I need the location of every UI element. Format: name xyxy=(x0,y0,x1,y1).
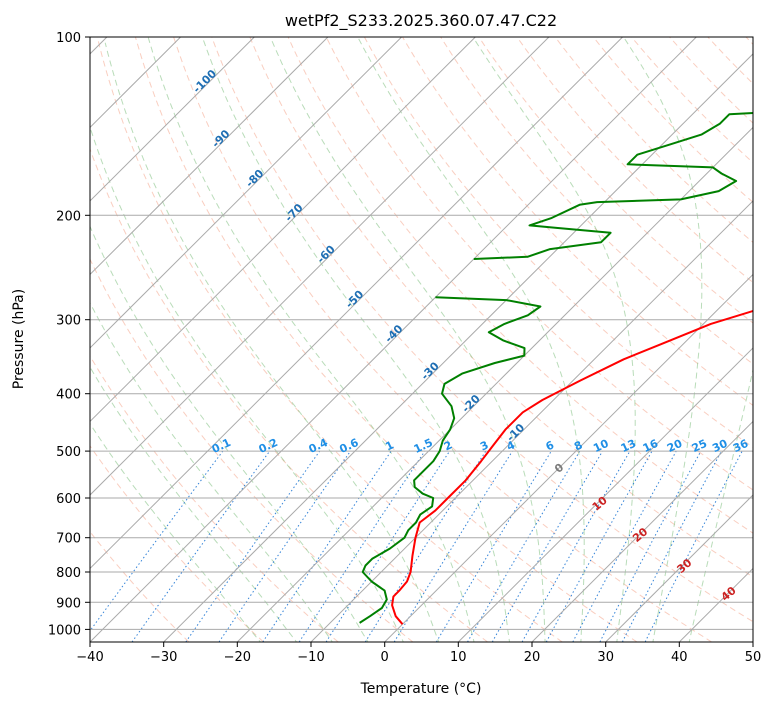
moist-adiabat xyxy=(90,301,333,642)
isotherm xyxy=(236,126,753,642)
profiles xyxy=(359,112,753,625)
isotherm xyxy=(90,37,476,423)
dry-adiabat xyxy=(631,37,753,164)
temperature-profile xyxy=(391,309,753,625)
x-tick-label: −30 xyxy=(150,650,177,665)
isotherm xyxy=(163,53,753,642)
mixing-ratio-line xyxy=(218,450,351,642)
dry-adiabat xyxy=(173,37,712,642)
dry-adiabat xyxy=(134,37,638,642)
dry-adiabat xyxy=(96,37,563,642)
mixing-ratio-label: 13 xyxy=(619,437,638,455)
mixing-ratio-label: 16 xyxy=(641,437,661,455)
grid xyxy=(90,37,753,642)
mixing-ratio-label: 36 xyxy=(731,437,751,455)
x-tick-label: 40 xyxy=(671,650,688,665)
axes: −40 −30 −20 −10 0 10 20 30 40 50 100 200 300 400 500 60… xyxy=(48,31,761,665)
isotherm xyxy=(310,200,753,642)
moist-adiabat xyxy=(270,37,546,642)
y-tick-label: 900 xyxy=(56,596,81,611)
dry-adiabat xyxy=(592,37,753,203)
mixing-ratio-line xyxy=(325,450,451,642)
mixing-ratio-line xyxy=(131,450,271,642)
mixing-ratio-line xyxy=(364,450,487,642)
isotherm xyxy=(90,37,329,276)
dry-adiabat xyxy=(211,37,753,623)
moist-adiabat xyxy=(147,37,475,642)
moist-adiabat xyxy=(90,125,404,642)
mixing-ratio-line xyxy=(572,450,677,642)
isotherm xyxy=(90,37,697,642)
y-tick-label: 400 xyxy=(56,388,81,403)
mixing-ratio-label: 25 xyxy=(690,437,709,455)
x-tick-label: 0 xyxy=(381,650,389,665)
chart-title: wetPf2_S233.2025.360.07.47.C22 xyxy=(285,11,557,31)
dry-adiabat xyxy=(516,37,753,284)
mixing-ratio-line xyxy=(435,450,552,642)
moist-adiabat xyxy=(472,37,636,642)
mixing-ratio-line xyxy=(393,450,513,642)
moist-adiabat xyxy=(202,37,511,642)
isotherm xyxy=(531,420,753,642)
x-tick-label: −10 xyxy=(297,650,324,665)
isotherm xyxy=(90,37,623,570)
moist-adiabat xyxy=(688,367,753,642)
x-tick-label: −20 xyxy=(224,650,251,665)
dry-adiabat xyxy=(90,258,414,642)
dry-adiabat xyxy=(325,37,753,491)
isotherm xyxy=(90,37,402,349)
mixing-ratio-label: 30 xyxy=(710,437,730,455)
dewpoint-profile xyxy=(359,296,542,624)
mixing-ratio-line xyxy=(491,450,603,642)
mixing-ratio-line xyxy=(467,450,581,642)
y-tick-label: 200 xyxy=(56,209,81,224)
y-tick-label: 500 xyxy=(56,445,81,460)
x-tick-label: 20 xyxy=(524,650,541,665)
x-tick-label: 10 xyxy=(450,650,467,665)
moist-adiabat xyxy=(357,37,585,642)
dry-adiabat xyxy=(478,37,753,324)
moist-adiabat xyxy=(90,422,262,642)
x-tick-label: 50 xyxy=(745,650,762,665)
mixing-ratio-label: 20 xyxy=(665,437,685,455)
plot-frame xyxy=(89,36,754,643)
mixing-ratio-line xyxy=(521,450,631,642)
dry-adiabat xyxy=(287,37,753,534)
dry-adiabat xyxy=(249,37,753,578)
y-tick-label: 100 xyxy=(56,31,81,46)
y-tick-label: 1000 xyxy=(48,623,81,638)
x-tick-label: −40 xyxy=(76,650,103,665)
x-tick-label: 30 xyxy=(597,650,614,665)
isotherm xyxy=(605,494,753,642)
moist-adiabat xyxy=(623,37,703,642)
moist-adiabat xyxy=(90,366,298,642)
mixing-ratio-line xyxy=(185,450,321,642)
y-tick-label: 700 xyxy=(56,532,81,547)
dry-adiabat xyxy=(402,37,753,406)
isotherm xyxy=(90,37,255,202)
y-tick-label: 800 xyxy=(56,566,81,581)
x-axis-label: Temperature (°C) xyxy=(360,681,482,697)
background-lines xyxy=(90,37,753,642)
y-axis-label: Pressure (hPa) xyxy=(11,289,27,389)
mixing-ratio-label: 10 xyxy=(591,437,611,455)
dry-adiabat xyxy=(90,444,264,642)
isotherm xyxy=(384,273,753,642)
isotherm xyxy=(90,37,550,496)
y-tick-label: 600 xyxy=(56,492,81,507)
y-tick-label: 300 xyxy=(56,314,81,329)
dewpoint-profile xyxy=(473,112,753,260)
isotherm xyxy=(457,347,753,642)
